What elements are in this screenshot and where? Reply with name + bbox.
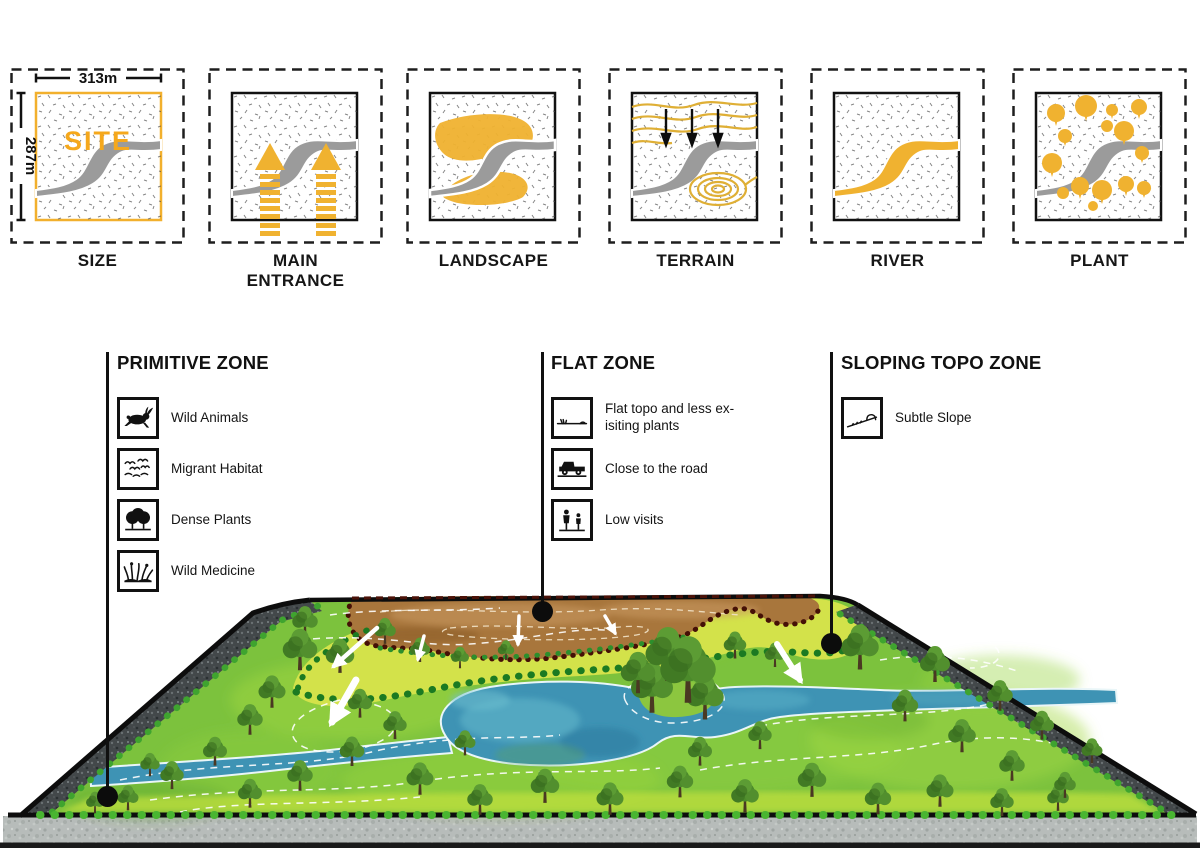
- migrant-birds-icon: [124, 458, 150, 477]
- panel-river-label: RIVER: [870, 251, 925, 270]
- main-entrance-diagram: [208, 68, 383, 244]
- panel-terrain: [608, 68, 783, 244]
- flat-zone-title: FLAT ZONE: [551, 352, 656, 373]
- primitive-zone-callout-line: [106, 352, 109, 797]
- contour-lines: [631, 101, 758, 207]
- truck-icon: [557, 461, 587, 477]
- legend-label: Subtle Slope: [895, 409, 972, 425]
- flat-topo-icon: [556, 418, 588, 425]
- legend-label: Migrant Habitat: [171, 460, 263, 476]
- dense-trees-icon: [125, 508, 151, 531]
- road: [0, 816, 1200, 848]
- legend-box: [117, 499, 159, 541]
- flat-zone-callout-dot: [532, 601, 553, 622]
- plant-symbols: [1042, 95, 1151, 211]
- hare-icon: [124, 406, 154, 428]
- plant-diagram: [1012, 68, 1187, 244]
- panel-main-entrance-label: MAIN ENTRANCE: [246, 251, 345, 290]
- panel-size: SITE 313m 287m: [10, 68, 185, 244]
- site-render: [0, 593, 1200, 848]
- panel-landscape: [406, 68, 581, 244]
- subtle-slope-icon: [846, 413, 878, 428]
- landscape-diagram: [406, 68, 581, 244]
- panel-landscape-label: LANDSCAPE: [438, 251, 549, 270]
- wild-herbs-icon: [123, 562, 154, 583]
- legend-item-subtle-slope: Subtle Slope: [841, 397, 1041, 439]
- legend-box: [551, 448, 593, 490]
- bush-rows: [292, 627, 866, 704]
- primitive-zone-title: PRIMITIVE ZONE: [117, 352, 269, 373]
- legend-item-wild-medicine: Wild Medicine: [117, 550, 269, 592]
- height-dimension-label: 287m: [22, 137, 39, 175]
- legend-label: Wild Animals: [171, 409, 249, 425]
- panel-plant-label: PLANT: [1070, 251, 1129, 270]
- legend-label: Low visits: [605, 511, 664, 527]
- legend-box: [117, 550, 159, 592]
- legend-label: Dense Plants: [171, 511, 252, 527]
- panel-plant: [1012, 68, 1187, 244]
- width-dimension-label: 313m: [79, 70, 117, 87]
- legend-box: [117, 448, 159, 490]
- legend-box: [117, 397, 159, 439]
- sloping-zone-callout-line: [830, 352, 833, 644]
- legend-item-low-visits: Low visits: [551, 499, 757, 541]
- sloping-zone-callout-dot: [821, 633, 842, 654]
- sloping-topo-zone-legend: SLOPING TOPO ZONE Subtle Slope: [841, 352, 1041, 439]
- people-icon: [559, 509, 585, 532]
- legend-box: [551, 499, 593, 541]
- flat-zone-legend: FLAT ZONE Flat topo and less ex-isiting …: [551, 352, 757, 541]
- legend-item-flat-topo: Flat topo and less ex-isiting plants: [551, 397, 757, 439]
- legend-box: [551, 397, 593, 439]
- panel-terrain-label: TERRAIN: [656, 251, 735, 270]
- legend-item-dense-plants: Dense Plants: [117, 499, 269, 541]
- primitive-zone-callout-dot: [97, 786, 118, 807]
- size-diagram: SITE 313m 287m: [10, 68, 185, 244]
- panel-main-entrance: [208, 68, 383, 244]
- legend-label: Close to the road: [605, 460, 708, 476]
- height-dimension-line: [16, 91, 26, 222]
- legend-box: [841, 397, 883, 439]
- panel-river: [810, 68, 985, 244]
- panel-size-label: SIZE: [77, 251, 118, 270]
- legend-item-wild-animals: Wild Animals: [117, 397, 269, 439]
- flow-arrows: [328, 614, 803, 728]
- legend-label: Flat topo and less ex-isiting plants: [605, 401, 735, 433]
- width-dimension-line: [34, 73, 163, 83]
- legend-item-close-to-road: Close to the road: [551, 448, 757, 490]
- river-diagram: [810, 68, 985, 244]
- site-label: SITE: [64, 126, 132, 156]
- sloping-topo-zone-title: SLOPING TOPO ZONE: [841, 352, 1042, 373]
- flat-zone-dotted-border: [345, 597, 821, 663]
- entrance-arrows-icon: [255, 143, 341, 236]
- terrain-diagram: [608, 68, 783, 244]
- primitive-zone-legend: PRIMITIVE ZONE Wild Animals Migra: [117, 352, 269, 592]
- legend-label: Wild Medicine: [171, 562, 256, 578]
- slope-arrows-icon: [660, 109, 724, 149]
- legend-item-migrant-habitat: Migrant Habitat: [117, 448, 269, 490]
- flat-zone-callout-line: [541, 352, 544, 612]
- flat-zone-area: [345, 596, 821, 663]
